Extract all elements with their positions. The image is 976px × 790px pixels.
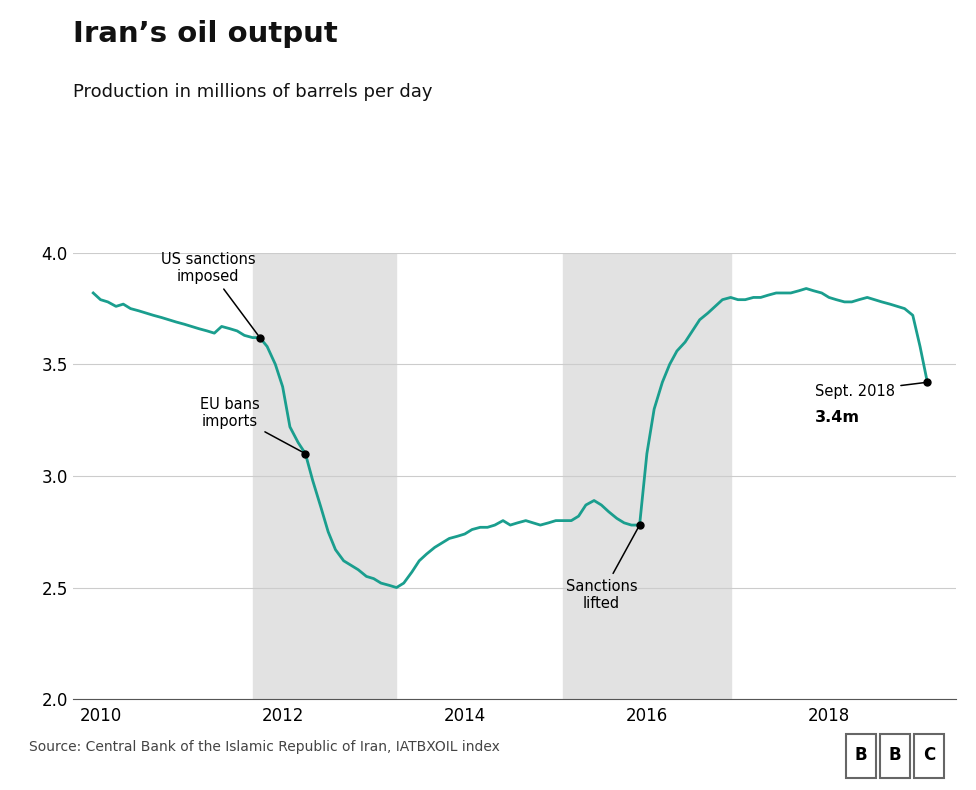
Text: B: B [888,746,901,764]
Text: US sanctions
imposed: US sanctions imposed [161,252,259,336]
Text: Sept. 2018: Sept. 2018 [815,382,924,399]
Bar [563,253,731,699]
Text: Iran’s oil output: Iran’s oil output [73,20,338,47]
Text: C: C [923,746,935,764]
Bar [845,734,875,778]
Bar [253,253,396,699]
Text: Sanctions
lifted: Sanctions lifted [565,528,638,611]
Text: EU bans
imports: EU bans imports [200,397,303,453]
Text: Source: Central Bank of the Islamic Republic of Iran, IATBXOIL index: Source: Central Bank of the Islamic Repu… [29,739,500,754]
Text: 3.4m: 3.4m [815,411,860,426]
Text: Production in millions of barrels per day: Production in millions of barrels per da… [73,83,432,101]
Bar [879,734,910,778]
Text: B: B [854,746,867,764]
Bar [914,734,944,778]
